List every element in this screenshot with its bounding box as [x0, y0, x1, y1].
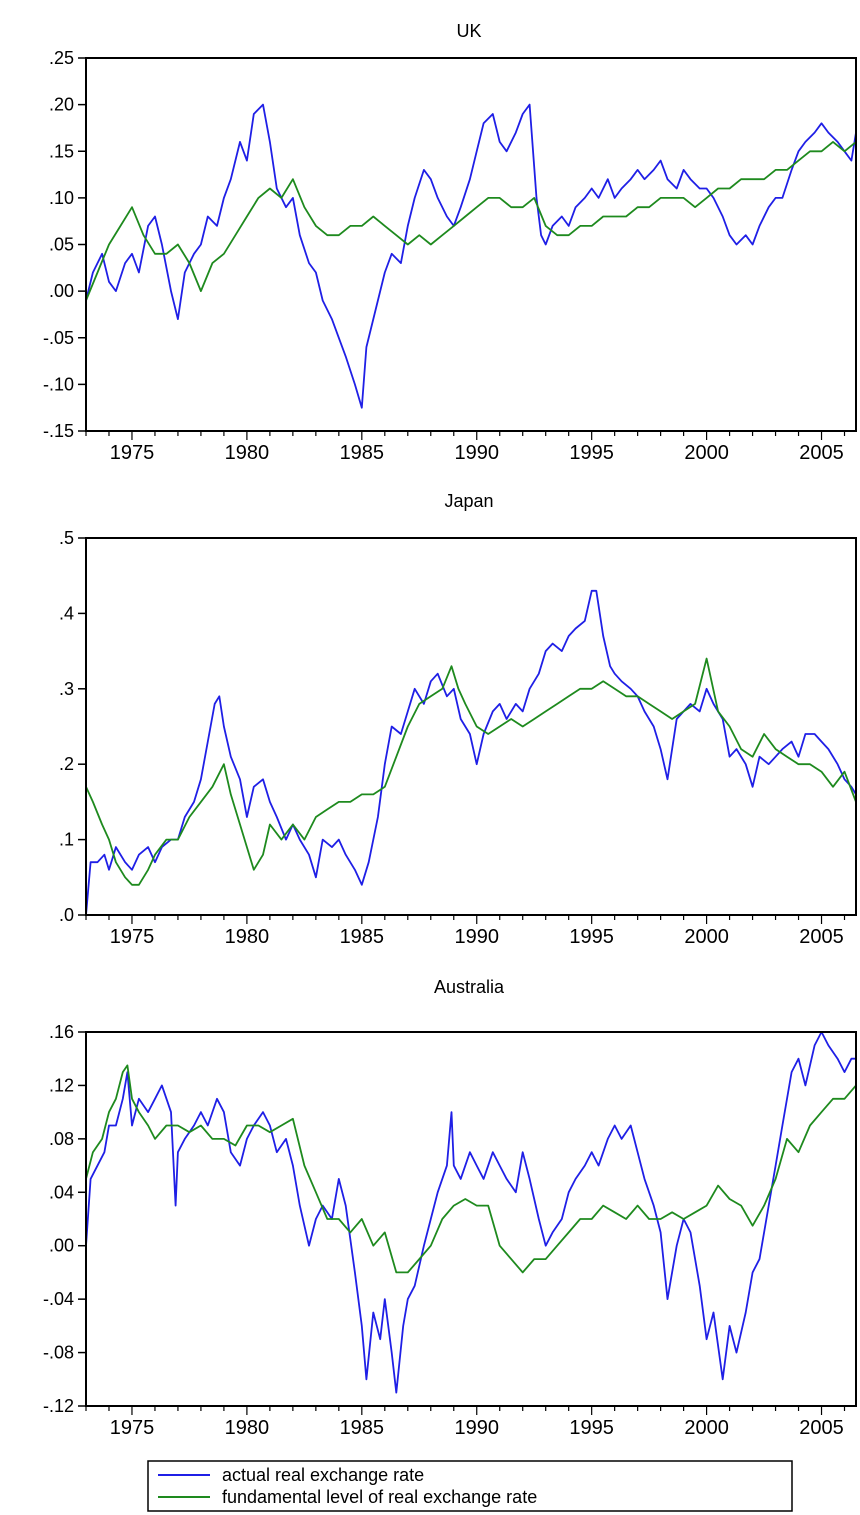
- uk-x-tick-label: 1985: [340, 442, 385, 464]
- australia-x-tick-label: 1995: [569, 1417, 614, 1439]
- japan-x-tick-label: 1980: [225, 926, 270, 948]
- uk-x-tick-label: 1975: [110, 442, 155, 464]
- australia-y-axis-ticks: -.12 -.08 -.04 .00 .04 .08 .12 .16: [43, 1022, 86, 1416]
- australia-x-tick-label: 1975: [110, 1417, 155, 1439]
- uk-x-tick-label: 1990: [454, 442, 499, 464]
- uk-series-layer: [85, 103, 857, 409]
- uk-plot-frame: [85, 57, 857, 432]
- uk-x-axis-ticks: 1975 1980 1985 1990 1995 2000 2005: [85, 431, 846, 464]
- japan-y-tick-label: .0: [59, 905, 74, 925]
- australia-x-axis-ticks: 1975 1980 1985 1990 1995 2000 2005: [85, 1406, 846, 1439]
- japan-y-tick-label: .2: [59, 754, 74, 774]
- japan-plot-frame: [85, 537, 857, 916]
- australia-y-tick-label: .16: [49, 1022, 74, 1042]
- japan-y-axis-ticks: .0 .1 .2 .3 .4 .5: [59, 528, 86, 925]
- australia-actual-series-line: [85, 1031, 856, 1394]
- australia-y-tick-label: .12: [49, 1075, 74, 1095]
- japan-fundamental-series-line: [85, 657, 857, 886]
- japan-x-tick-label: 2000: [684, 926, 729, 948]
- japan-x-tick-label: 1995: [569, 926, 614, 948]
- uk-title: UK: [456, 21, 481, 41]
- uk-actual-series-line: [85, 103, 857, 409]
- legend: actual real exchange rate fundamental le…: [147, 1460, 793, 1512]
- legend-box: [147, 1460, 793, 1512]
- japan-series-layer: [85, 589, 857, 916]
- japan-y-tick-label: .1: [59, 830, 74, 850]
- australia-x-tick-label: 1990: [454, 1417, 499, 1439]
- australia-y-tick-label: .00: [49, 1236, 74, 1256]
- australia-x-tick-label: 1980: [225, 1417, 270, 1439]
- uk-y-tick-label: .20: [49, 95, 74, 115]
- uk-panel: UK -.15-.10-.05.00.05.10.15.20.25 1975 19…: [43, 21, 857, 464]
- uk-y-tick-label: .05: [49, 235, 74, 255]
- australia-fundamental-series-line: [85, 1064, 857, 1274]
- uk-y-tick-label: -.05: [43, 328, 74, 348]
- australia-title: Australia: [434, 977, 505, 997]
- uk-x-tick-label: 1980: [225, 442, 270, 464]
- japan-x-tick-label: 1990: [454, 926, 499, 948]
- japan-x-tick-label: 2005: [799, 926, 844, 948]
- australia-panel: Australia -.12 -.08 -.04 .00 .04 .08 .12 .16 19…: [43, 977, 857, 1439]
- japan-y-tick-label: .4: [59, 603, 74, 623]
- australia-x-tick-label: 2005: [799, 1417, 844, 1439]
- legend-label-fundamental: fundamental level of real exchange rate: [222, 1487, 537, 1507]
- japan-x-axis-ticks: 1975 1980 1985 1990 1995 2000 2005: [85, 915, 846, 948]
- australia-y-tick-label: -.12: [43, 1396, 74, 1416]
- uk-x-tick-label: 2000: [684, 442, 729, 464]
- australia-x-tick-label: 1985: [340, 1417, 385, 1439]
- australia-series-layer: [85, 1031, 857, 1394]
- japan-x-tick-label: 1975: [110, 926, 155, 948]
- australia-y-tick-label: .08: [49, 1129, 74, 1149]
- uk-x-tick-label: 2005: [799, 442, 844, 464]
- uk-fundamental-series-line: [85, 140, 857, 301]
- australia-x-tick-label: 2000: [684, 1417, 729, 1439]
- australia-y-tick-label: .04: [49, 1182, 74, 1202]
- japan-panel: Japan .0 .1 .2 .3 .4 .5 1975 1980 1985 1990 1995 2…: [59, 491, 857, 948]
- uk-y-tick-label: .25: [49, 48, 74, 68]
- uk-x-tick-label: 1995: [569, 442, 614, 464]
- japan-actual-series-line: [85, 589, 857, 916]
- uk-y-tick-label: .00: [49, 281, 74, 301]
- japan-title: Japan: [444, 491, 493, 511]
- japan-y-tick-label: .3: [59, 679, 74, 699]
- uk-y-tick-label: -.10: [43, 374, 74, 394]
- japan-y-tick-label: .5: [59, 528, 74, 548]
- uk-y-axis-ticks: -.15 -.10 -.05 .00 .05 .10 .15 .20 .25: [43, 48, 86, 441]
- uk-y-tick-label: .10: [49, 188, 74, 208]
- legend-label-actual: actual real exchange rate: [222, 1465, 424, 1485]
- australia-plot-frame: [85, 1031, 857, 1407]
- australia-y-tick-label: -.04: [43, 1289, 74, 1309]
- japan-x-tick-label: 1985: [340, 926, 385, 948]
- australia-y-tick-label: -.08: [43, 1343, 74, 1363]
- uk-y-tick-label: .15: [49, 141, 74, 161]
- uk-y-tick-label: -.15: [43, 421, 74, 441]
